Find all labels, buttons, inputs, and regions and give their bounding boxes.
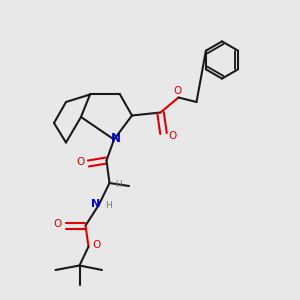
Text: H: H [115, 180, 122, 189]
Text: N: N [110, 131, 121, 145]
Text: O: O [168, 131, 177, 141]
Text: O: O [173, 86, 181, 97]
Text: O: O [53, 219, 62, 229]
Text: O: O [76, 157, 84, 167]
Text: N: N [92, 199, 100, 209]
Text: H: H [105, 201, 111, 210]
Text: O: O [93, 240, 101, 250]
